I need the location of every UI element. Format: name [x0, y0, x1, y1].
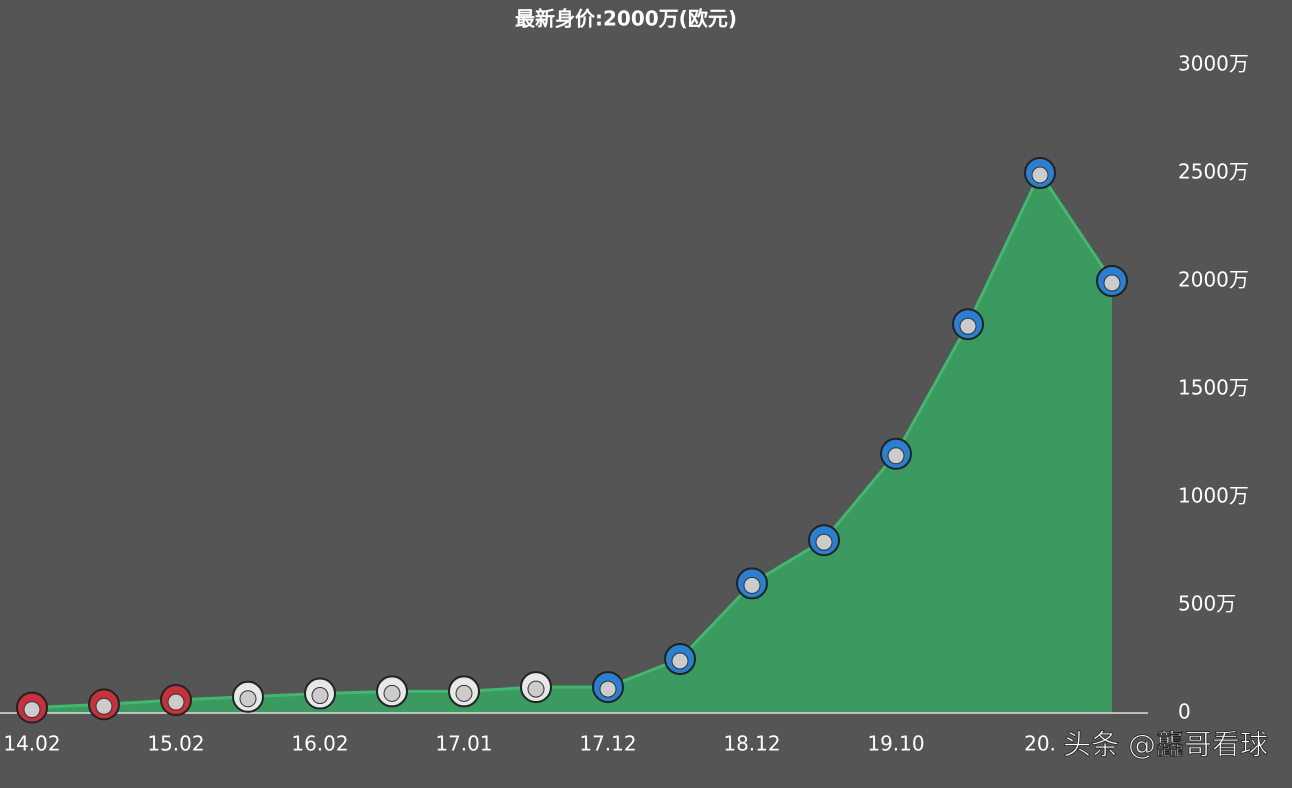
- marker-core: [671, 652, 689, 670]
- x-tick-label: 16.02: [291, 732, 348, 756]
- marker-core: [23, 701, 41, 719]
- marker-core: [815, 533, 833, 551]
- y-tick-label: 2000万: [1178, 268, 1249, 292]
- y-tick-label: 1000万: [1178, 484, 1249, 508]
- x-tick-label: 19.10: [867, 732, 924, 756]
- x-tick-label: 17.12: [579, 732, 636, 756]
- x-tick-label: 14.02: [3, 732, 60, 756]
- marker-core: [239, 690, 257, 708]
- marker-core: [455, 684, 473, 702]
- marker-core: [743, 576, 761, 594]
- chart-title: 最新身价:2000万(欧元): [515, 7, 737, 31]
- marker-core: [1031, 166, 1049, 184]
- marker-core: [599, 680, 617, 698]
- watermark: 头条 @龘哥看球: [1063, 728, 1268, 761]
- marker-core: [1103, 274, 1121, 292]
- x-tick-label: 20.: [1024, 732, 1056, 756]
- y-tick-label: 3000万: [1178, 52, 1249, 76]
- marker-core: [167, 693, 185, 711]
- area: [32, 173, 1112, 713]
- marker-core: [527, 680, 545, 698]
- x-tick-label: 17.01: [435, 732, 492, 756]
- marker-core: [383, 684, 401, 702]
- y-tick-label: 0: [1178, 700, 1191, 724]
- marker-core: [887, 447, 905, 465]
- marker-core: [95, 697, 113, 715]
- marker-core: [959, 317, 977, 335]
- x-tick-label: 15.02: [147, 732, 204, 756]
- line: [31, 169, 1114, 710]
- y-tick-label: 1500万: [1178, 376, 1249, 400]
- x-tick-label: 18.12: [723, 732, 780, 756]
- y-tick-label: 2500万: [1178, 160, 1249, 184]
- marker-core: [311, 687, 329, 705]
- y-tick-label: 500万: [1178, 592, 1236, 616]
